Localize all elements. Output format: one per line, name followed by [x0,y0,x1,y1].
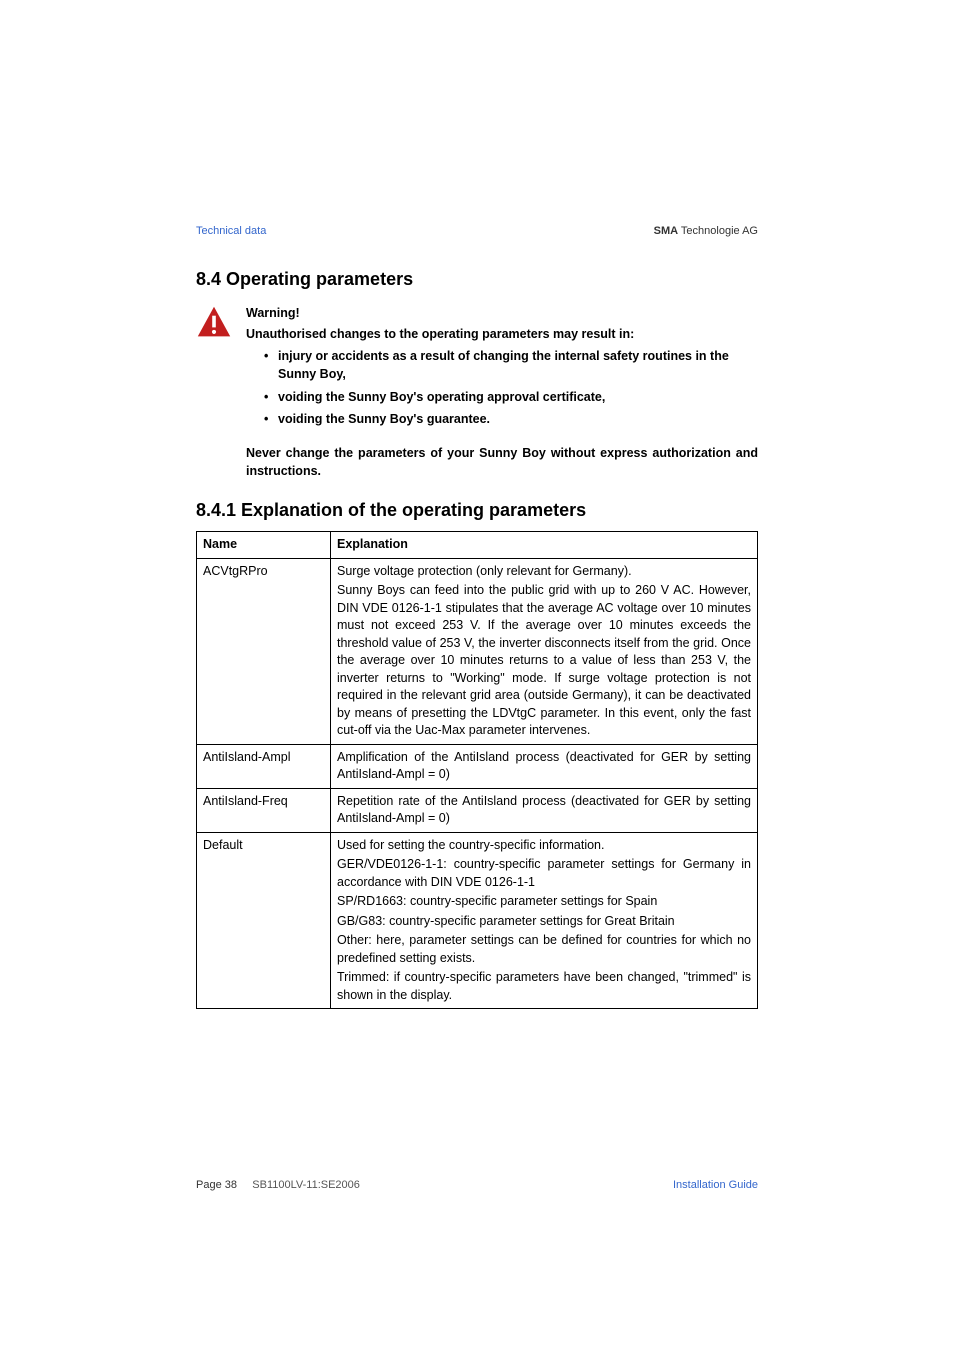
exp-para: Repetition rate of the AntiIsland proces… [337,793,751,828]
table-row: Default Used for setting the country-spe… [197,832,758,1009]
th-explanation: Explanation [331,532,758,559]
warning-triangle-icon [196,304,232,340]
exp-para: Other: here, parameter settings can be d… [337,932,751,967]
header-company: SMA Technologie AG [654,225,758,237]
header-company-rest: Technologie AG [678,225,758,237]
exp-para: GER/VDE0126-1-1: country-specific parame… [337,856,751,891]
header-company-bold: SMA [654,225,678,237]
footer-doc-id: SB1100LV-11:SE2006 [252,1179,360,1191]
param-explanation: Amplification of the AntiIsland process … [331,744,758,788]
param-name: AntiIsland-Ampl [197,744,331,788]
param-explanation: Repetition rate of the AntiIsland proces… [331,788,758,832]
th-name: Name [197,532,331,559]
exp-para: SP/RD1663: country-specific parameter se… [337,893,751,911]
sub-heading: 8.4.1 Explanation of the operating param… [196,500,758,521]
exp-para: Used for setting the country-specific in… [337,837,751,855]
section-heading: 8.4 Operating parameters [196,269,758,290]
param-name: Default [197,832,331,1009]
warning-title: Warning! [246,304,758,322]
warning-bullets: injury or accidents as a result of chang… [246,347,758,428]
param-explanation: Used for setting the country-specific in… [331,832,758,1009]
footer-left: Page 38 SB1100LV-11:SE2006 [196,1179,360,1191]
warning-text: Warning! Unauthorised changes to the ope… [246,304,758,432]
table-row: AntiIsland-Freq Repetition rate of the A… [197,788,758,832]
table-header-row: Name Explanation [197,532,758,559]
param-name: ACVtgRPro [197,558,331,744]
exp-para: Surge voltage protection (only relevant … [337,563,751,581]
param-name: AntiIsland-Freq [197,788,331,832]
warning-bullet: voiding the Sunny Boy's guarantee. [264,410,758,428]
exp-para: Trimmed: if country-specific parameters … [337,969,751,1004]
footer-page-number: Page 38 [196,1179,237,1191]
param-explanation: Surge voltage protection (only relevant … [331,558,758,744]
page-footer: Page 38 SB1100LV-11:SE2006 Installation … [196,1179,758,1191]
warning-bullet: injury or accidents as a result of chang… [264,347,758,383]
table-row: ACVtgRPro Surge voltage protection (only… [197,558,758,744]
warning-bullet: voiding the Sunny Boy's operating approv… [264,388,758,406]
table-row: AntiIsland-Ampl Amplification of the Ant… [197,744,758,788]
exp-para: GB/G83: country-specific parameter setti… [337,913,751,931]
warning-lead: Unauthorised changes to the operating pa… [246,325,758,343]
exp-para: Amplification of the AntiIsland process … [337,749,751,784]
parameters-table: Name Explanation ACVtgRPro Surge voltage… [196,531,758,1009]
exp-para: Sunny Boys can feed into the public grid… [337,582,751,740]
footer-doc-type: Installation Guide [673,1179,758,1191]
warning-block: Warning! Unauthorised changes to the ope… [196,304,758,432]
warning-never: Never change the parameters of your Sunn… [246,444,758,480]
page-header: Technical data SMA Technologie AG [196,225,758,237]
header-section-name: Technical data [196,225,266,237]
